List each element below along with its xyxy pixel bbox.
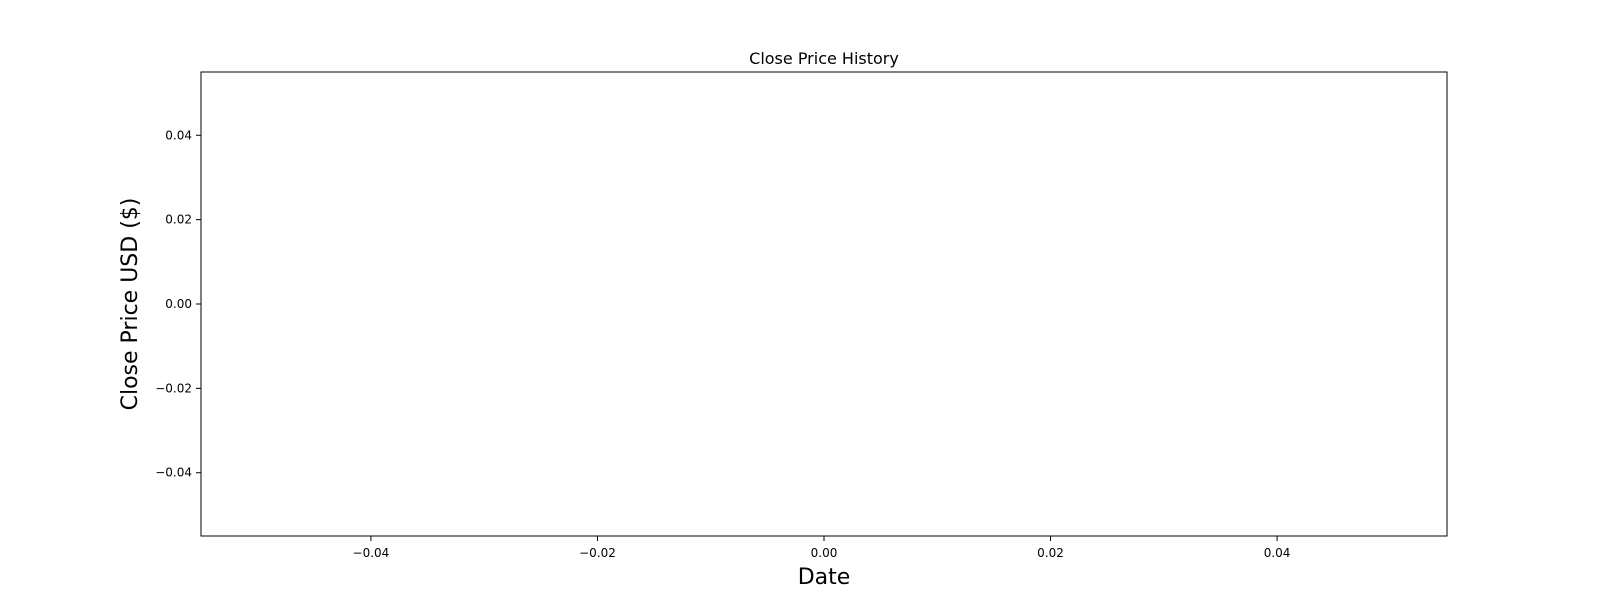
x-tick-label: 0.02 bbox=[1037, 546, 1064, 560]
y-axis-label: Close Price USD ($) bbox=[118, 198, 143, 411]
y-axis-ticks: 0.04 0.02 0.00 −0.02 −0.04 bbox=[155, 128, 201, 480]
y-tick-label: 0.04 bbox=[165, 128, 192, 142]
x-tick-label: −0.02 bbox=[579, 546, 616, 560]
plot-area-frame bbox=[200, 71, 1448, 537]
y-tick-label: −0.04 bbox=[155, 466, 192, 480]
y-tick-label: 0.00 bbox=[165, 297, 192, 311]
x-axis-label: Date bbox=[798, 565, 851, 590]
x-tick-label: 0.04 bbox=[1264, 546, 1291, 560]
y-tick-label: −0.02 bbox=[155, 381, 192, 395]
y-tick-label: 0.02 bbox=[165, 213, 192, 227]
x-tick-label: 0.00 bbox=[811, 546, 838, 560]
x-tick-label: −0.04 bbox=[353, 546, 390, 560]
x-axis-ticks: −0.04 −0.02 0.00 0.02 0.04 bbox=[353, 536, 1291, 560]
chart-title: Close Price History bbox=[749, 49, 899, 68]
